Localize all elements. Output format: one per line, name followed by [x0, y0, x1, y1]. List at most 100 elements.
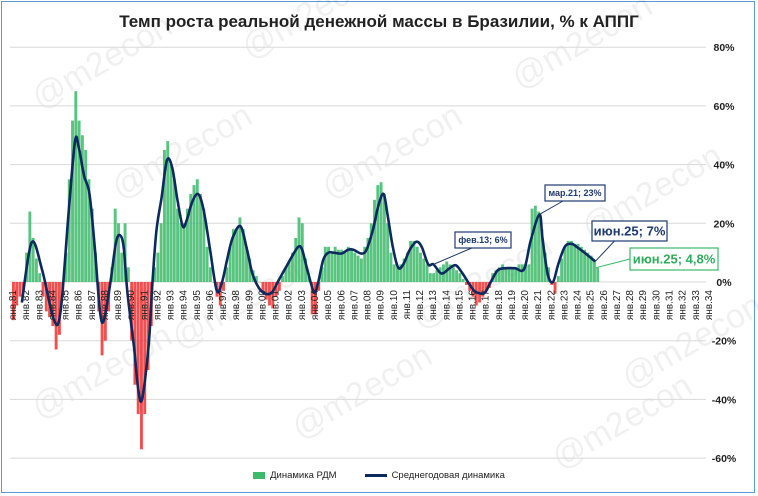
bar: [71, 120, 74, 282]
bar: [353, 252, 357, 282]
bar: [570, 240, 573, 282]
bar: [258, 282, 262, 283]
x-tick-label: янв.22: [546, 290, 557, 321]
x-tick-label: янв.28: [625, 290, 636, 321]
bar: [284, 267, 288, 282]
bar: [527, 264, 531, 282]
x-tick-label: янв.09: [376, 290, 387, 321]
bar: [235, 229, 239, 282]
bar: [517, 264, 521, 282]
bar: [133, 282, 137, 385]
bar: [448, 264, 452, 282]
x-tick-label: янв.86: [74, 290, 85, 321]
bar: [399, 264, 403, 282]
x-tick-label: янв.14: [441, 290, 452, 321]
bar: [530, 208, 534, 282]
bar: [159, 223, 163, 282]
annotation-label: фев.13; 6%: [458, 235, 507, 245]
x-tick-label: янв.20: [520, 290, 531, 321]
bar: [18, 282, 22, 297]
x-tick-label: янв.16: [468, 290, 479, 321]
bar: [126, 267, 130, 282]
bar: [432, 273, 436, 282]
annotation-box: [544, 184, 606, 202]
bar: [553, 282, 557, 294]
x-tick-label: янв.27: [612, 290, 623, 321]
legend-item-line: Среднегодовая динамика: [364, 470, 505, 481]
bar: [287, 261, 291, 282]
bar: [34, 258, 38, 282]
bar: [222, 282, 225, 291]
x-tick-label: янв.07: [349, 290, 360, 321]
x-tick-label: янв.00: [257, 290, 268, 321]
bar: [44, 282, 48, 312]
x-tick-label: янв.97: [218, 290, 229, 321]
bar: [396, 267, 399, 282]
bar: [74, 91, 78, 282]
bar: [179, 223, 183, 282]
bar: [281, 276, 285, 282]
bar: [208, 267, 212, 282]
annotation-leader: [595, 258, 631, 269]
bar: [504, 267, 508, 282]
bar: [64, 252, 68, 282]
bar: [218, 282, 222, 306]
bar: [356, 255, 360, 282]
bar: [510, 267, 514, 282]
bar: [560, 258, 564, 282]
bar: [422, 258, 426, 282]
bar: [162, 149, 166, 282]
annotation-label: июн.25; 7%: [594, 224, 666, 239]
x-tick-label: янв.19: [507, 290, 518, 321]
x-tick-label: янв.05: [323, 290, 334, 321]
bar: [264, 282, 268, 300]
x-tick-label: янв.29: [638, 290, 649, 321]
bar: [455, 270, 459, 282]
bar: [350, 249, 353, 282]
bar: [195, 179, 199, 282]
bar: [225, 267, 229, 282]
bar: [143, 282, 147, 415]
annotation-box: [629, 247, 719, 271]
bar: [277, 282, 281, 291]
bar: [261, 282, 265, 291]
x-tick-label: янв.81: [8, 290, 19, 321]
x-tick-label: янв.95: [192, 290, 203, 321]
x-tick-label: янв.94: [179, 290, 190, 321]
bar: [320, 267, 324, 282]
bar: [520, 264, 524, 282]
bar: [563, 246, 567, 282]
watermark: @m2econ: [235, 0, 389, 67]
bar: [589, 255, 593, 282]
legend-label-bars: Динамика РДМ: [270, 470, 337, 481]
bar: [484, 282, 488, 291]
bar: [497, 267, 501, 282]
bar: [15, 282, 19, 306]
bar: [573, 243, 577, 282]
bar: [327, 246, 331, 282]
bar: [461, 279, 465, 282]
bar: [435, 270, 439, 282]
bar: [117, 223, 120, 282]
x-tick-label: янв.12: [415, 290, 426, 321]
bar: [231, 229, 235, 282]
bar: [363, 246, 367, 282]
bar: [438, 267, 442, 282]
x-tick-label: янв.17: [481, 290, 492, 321]
bar: [451, 267, 455, 282]
bar: [428, 273, 432, 282]
watermark: @m2econ: [505, 0, 659, 97]
x-tick-label: янв.90: [126, 290, 137, 321]
bar: [583, 249, 587, 282]
bar: [533, 205, 537, 282]
bar: [464, 282, 468, 285]
bar: [153, 267, 157, 282]
x-tick-label: янв.23: [559, 290, 570, 321]
bar: [90, 208, 94, 282]
x-tick-label: янв.30: [651, 290, 662, 321]
bar: [140, 282, 143, 450]
x-tick-label: янв.33: [691, 290, 702, 321]
x-tick-label: янв.82: [21, 290, 32, 321]
watermark: @m2econ: [285, 336, 439, 447]
bar: [369, 223, 373, 282]
